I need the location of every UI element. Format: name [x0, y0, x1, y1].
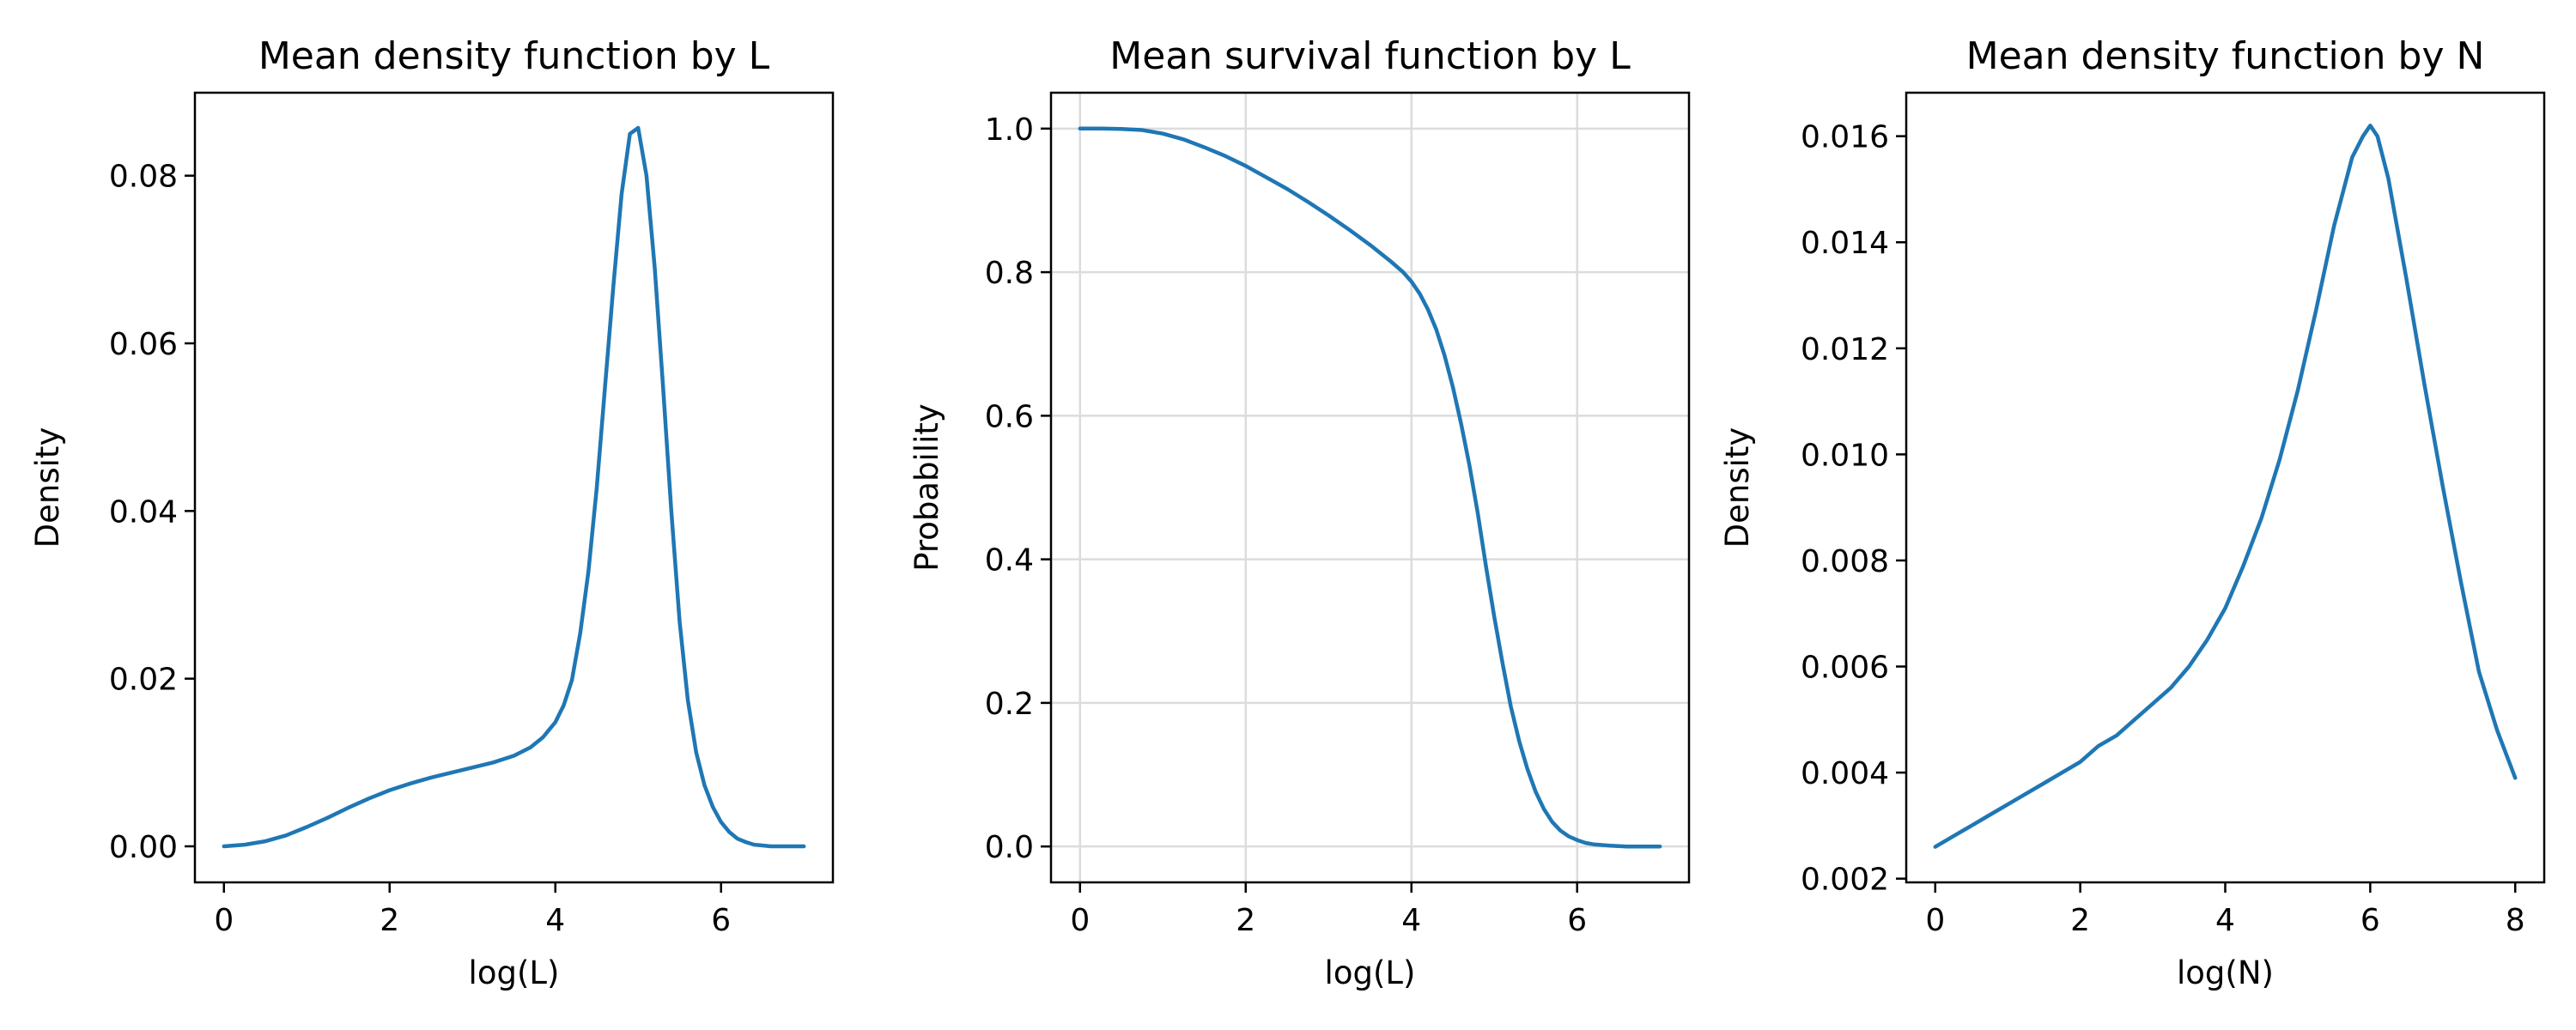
plot-frame: [193, 91, 835, 884]
chart-density-by-L: 0 2 4 6 0.00 0.02 0.04 0.06 0.08 Mean density fun…: [29, 34, 835, 991]
y-tick-label: 0.4: [985, 543, 1034, 579]
x-tick-label: 2: [2070, 903, 2090, 938]
chart-title: Mean survival function by L: [1109, 34, 1631, 78]
y-tick-label: 0.002: [1801, 863, 1889, 898]
plot-frame: [1049, 91, 1691, 884]
chart-survival-by-L: 0 2 4 6 0.0 0.2 0.4 0.6 0.8 1.0 Mean survival func…: [908, 34, 1691, 991]
x-tick-label: 6: [1567, 903, 1587, 938]
x-axis-label: log(L): [1325, 954, 1416, 991]
series-line: [1933, 124, 2518, 849]
x-tick-label: 8: [2506, 903, 2525, 938]
y-axis-label: Density: [1719, 427, 1756, 548]
y-tick-label: 0.00: [109, 830, 178, 865]
x-tick-label: 0: [214, 903, 234, 938]
y-tick-label: 0.02: [109, 663, 178, 698]
x-tick-label: 4: [1401, 903, 1421, 938]
y-tick-label: 0.004: [1801, 756, 1889, 791]
y-tick-label: 1.0: [985, 112, 1034, 148]
y-axis-label: Density: [29, 427, 66, 548]
y-tick-label: 0.04: [109, 494, 178, 530]
y-axis-label: Probability: [908, 403, 945, 572]
series-line: [222, 125, 806, 849]
x-axis-label: log(N): [2177, 954, 2274, 991]
x-tick-label: 6: [711, 903, 731, 938]
y-tick-label: 0.06: [109, 327, 178, 362]
x-tick-label: 6: [2360, 903, 2380, 938]
x-tick-label: 4: [545, 903, 565, 938]
y-tick-label: 0.012: [1801, 332, 1889, 367]
plot-frame: [1905, 91, 2546, 884]
x-tick-label: 0: [1925, 903, 1945, 938]
chart-title: Mean density function by N: [1966, 34, 2485, 78]
y-tick-label: 0.006: [1801, 651, 1889, 686]
x-tick-label: 2: [380, 903, 399, 938]
series-line: [1078, 126, 1662, 849]
y-tick-label: 0.016: [1801, 120, 1889, 155]
y-tick-label: 0.08: [109, 160, 178, 195]
x-tick-label: 2: [1236, 903, 1255, 938]
y-tick-label: 0.2: [985, 687, 1034, 722]
y-tick-label: 0.8: [985, 256, 1034, 291]
x-axis-label: log(L): [469, 954, 560, 991]
y-tick-label: 0.6: [985, 399, 1034, 434]
x-tick-label: 0: [1070, 903, 1090, 938]
y-tick-label: 0.014: [1801, 226, 1889, 261]
y-tick-label: 0.010: [1801, 438, 1889, 473]
y-tick-label: 0.008: [1801, 544, 1889, 579]
chart-density-by-N: 0 2 4 6 8 0.002 0.004 0.006 0.008 0.010 0.012 0.014…: [1719, 34, 2546, 991]
x-tick-label: 4: [2215, 903, 2235, 938]
chart-title: Mean density function by L: [258, 34, 770, 78]
y-tick-label: 0.0: [985, 830, 1034, 865]
